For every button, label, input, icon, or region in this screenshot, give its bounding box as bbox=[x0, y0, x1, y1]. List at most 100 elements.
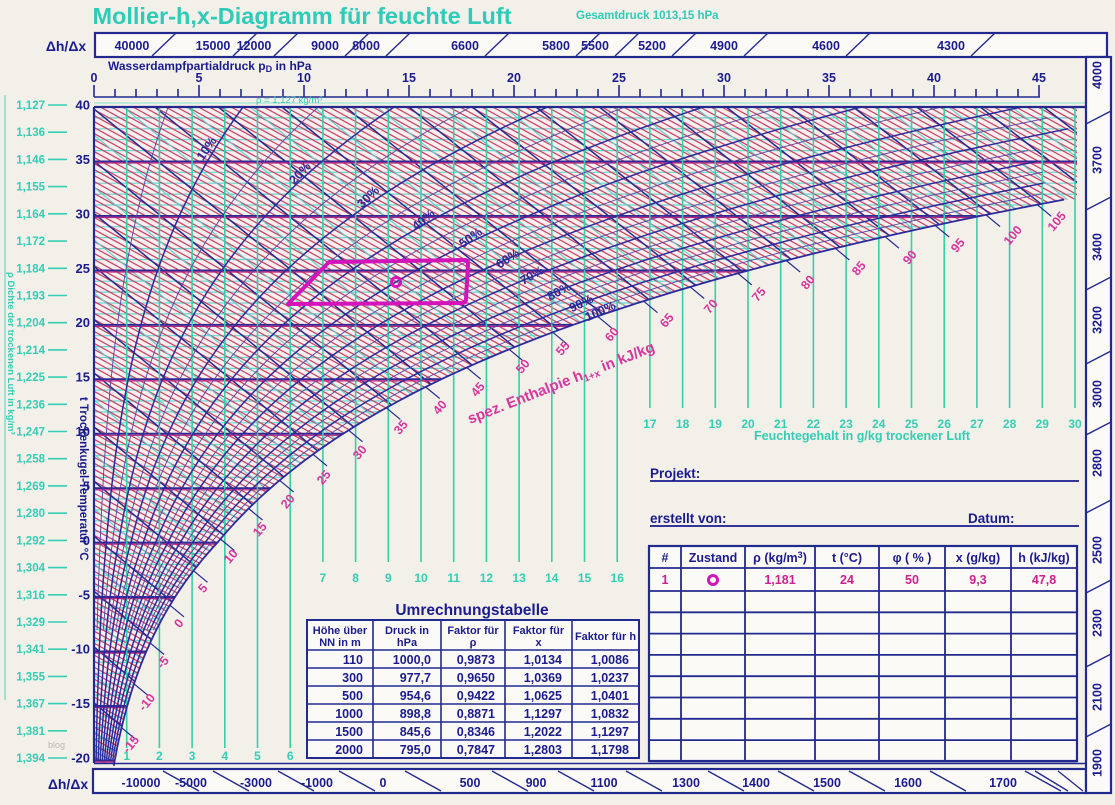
svg-text:1000: 1000 bbox=[335, 707, 363, 721]
svg-text:35: 35 bbox=[822, 71, 836, 85]
svg-text:1,394: 1,394 bbox=[16, 753, 45, 765]
svg-text:1,0401: 1,0401 bbox=[591, 689, 629, 703]
svg-text:1,146: 1,146 bbox=[16, 154, 45, 166]
svg-text:2800: 2800 bbox=[1090, 449, 1104, 477]
svg-text:Mollier-h,x-Diagramm für feuch: Mollier-h,x-Diagramm für feuchte Luft bbox=[92, 3, 511, 29]
svg-text:18: 18 bbox=[676, 417, 690, 431]
svg-text:ρ = 1,127 kg/m³: ρ = 1,127 kg/m³ bbox=[256, 95, 322, 106]
svg-text:898,8: 898,8 bbox=[400, 707, 431, 721]
svg-text:1,329: 1,329 bbox=[16, 617, 45, 629]
svg-text:x: x bbox=[535, 637, 542, 649]
svg-text:110: 110 bbox=[343, 653, 363, 667]
svg-text:977,7: 977,7 bbox=[400, 671, 431, 685]
svg-text:1,269: 1,269 bbox=[16, 481, 45, 493]
svg-text:3400: 3400 bbox=[1090, 233, 1104, 261]
svg-text:1,258: 1,258 bbox=[16, 454, 45, 466]
svg-text:Faktor für: Faktor für bbox=[513, 625, 565, 637]
svg-text:erstellt von:: erstellt von: bbox=[650, 511, 727, 526]
svg-text:1,1297: 1,1297 bbox=[591, 725, 629, 739]
svg-text:1,225: 1,225 bbox=[16, 372, 45, 384]
svg-text:30: 30 bbox=[717, 71, 731, 85]
svg-text:20: 20 bbox=[741, 417, 755, 431]
svg-text:1300: 1300 bbox=[672, 776, 700, 790]
svg-text:t Trockenkugel-Temperatur °C: t Trockenkugel-Temperatur °C bbox=[77, 397, 89, 561]
svg-text:19: 19 bbox=[709, 417, 723, 431]
svg-text:1,280: 1,280 bbox=[16, 508, 45, 520]
svg-text:Wasserdampfpartialdruck pD in: Wasserdampfpartialdruck pD in hPa bbox=[108, 59, 312, 74]
svg-text:8: 8 bbox=[352, 571, 359, 585]
svg-text:3: 3 bbox=[189, 749, 196, 763]
svg-text:795,0: 795,0 bbox=[400, 743, 431, 757]
svg-text:4000: 4000 bbox=[1090, 61, 1104, 89]
svg-text:30: 30 bbox=[1068, 417, 1082, 431]
svg-text:500: 500 bbox=[342, 689, 363, 703]
svg-text:1400: 1400 bbox=[742, 776, 770, 790]
svg-text:-10000: -10000 bbox=[122, 776, 161, 790]
svg-text:1500: 1500 bbox=[335, 725, 363, 739]
svg-text:14: 14 bbox=[545, 571, 559, 585]
svg-text:1,0086: 1,0086 bbox=[591, 653, 629, 667]
svg-text:4900: 4900 bbox=[710, 39, 738, 53]
svg-text:-3000: -3000 bbox=[240, 776, 272, 790]
svg-text:40000: 40000 bbox=[115, 39, 150, 53]
svg-text:blog: blog bbox=[48, 740, 65, 750]
svg-text:0,7847: 0,7847 bbox=[457, 743, 495, 757]
svg-text:Δh/Δx: Δh/Δx bbox=[46, 38, 87, 54]
svg-text:1,127: 1,127 bbox=[16, 100, 45, 112]
svg-text:4600: 4600 bbox=[812, 39, 840, 53]
svg-text:0,9873: 0,9873 bbox=[457, 653, 495, 667]
svg-text:1,2803: 1,2803 bbox=[524, 743, 562, 757]
svg-text:25: 25 bbox=[612, 71, 626, 85]
svg-text:15: 15 bbox=[578, 571, 592, 585]
svg-text:Δh/Δx: Δh/Δx bbox=[48, 776, 89, 792]
svg-text:0: 0 bbox=[380, 776, 387, 790]
svg-text:1,0832: 1,0832 bbox=[591, 707, 629, 721]
svg-text:26: 26 bbox=[938, 417, 952, 431]
svg-text:40: 40 bbox=[927, 71, 941, 85]
svg-text:23: 23 bbox=[839, 417, 853, 431]
svg-text:35: 35 bbox=[76, 152, 90, 167]
svg-text:Faktor für h: Faktor für h bbox=[575, 631, 636, 643]
svg-text:15: 15 bbox=[402, 71, 416, 85]
svg-text:Feuchtegehalt in g/kg trockene: Feuchtegehalt in g/kg trockener Luft bbox=[754, 429, 971, 443]
svg-text:11: 11 bbox=[447, 571, 460, 585]
svg-text:t (°C): t (°C) bbox=[832, 551, 862, 565]
svg-text:1,0369: 1,0369 bbox=[524, 671, 562, 685]
svg-text:5500: 5500 bbox=[581, 39, 609, 53]
svg-text:21: 21 bbox=[774, 417, 788, 431]
svg-text:1: 1 bbox=[662, 573, 669, 587]
svg-text:30: 30 bbox=[76, 206, 90, 221]
svg-text:1000,0: 1000,0 bbox=[393, 653, 431, 667]
svg-text:Faktor für: Faktor für bbox=[447, 625, 499, 637]
svg-text:1,367: 1,367 bbox=[16, 699, 45, 711]
svg-text:-20: -20 bbox=[71, 751, 90, 766]
svg-text:1,236: 1,236 bbox=[16, 399, 45, 411]
svg-text:1,355: 1,355 bbox=[16, 671, 45, 683]
svg-text:15: 15 bbox=[76, 370, 90, 385]
svg-text:9,3: 9,3 bbox=[969, 573, 986, 587]
svg-text:1,214: 1,214 bbox=[16, 345, 45, 357]
svg-text:12: 12 bbox=[480, 571, 494, 585]
svg-text:22: 22 bbox=[807, 417, 821, 431]
svg-text:1,2022: 1,2022 bbox=[524, 725, 562, 739]
svg-text:0: 0 bbox=[91, 71, 98, 85]
svg-text:-5000: -5000 bbox=[175, 776, 207, 790]
svg-text:1,164: 1,164 bbox=[16, 209, 45, 221]
svg-text:1700: 1700 bbox=[989, 776, 1017, 790]
svg-text:1,181: 1,181 bbox=[764, 573, 795, 587]
svg-text:50: 50 bbox=[905, 573, 919, 587]
svg-text:4: 4 bbox=[221, 749, 228, 763]
svg-text:ρ (kg/m3): ρ (kg/m3) bbox=[753, 550, 807, 565]
svg-text:7: 7 bbox=[320, 571, 327, 585]
svg-text:1600: 1600 bbox=[894, 776, 922, 790]
svg-text:17: 17 bbox=[643, 417, 657, 431]
svg-text:1,1297: 1,1297 bbox=[524, 707, 562, 721]
svg-text:1,381: 1,381 bbox=[16, 726, 45, 738]
svg-text:45: 45 bbox=[1032, 71, 1046, 85]
svg-text:1,136: 1,136 bbox=[16, 127, 45, 139]
svg-text:-1000: -1000 bbox=[301, 776, 333, 790]
svg-text:15000: 15000 bbox=[196, 39, 231, 53]
svg-text:10: 10 bbox=[414, 571, 428, 585]
svg-text:Zustand: Zustand bbox=[689, 551, 738, 565]
svg-text:ρ Dichte der trockenen Luft i: ρ Dichte der trockenen Luft in kg/m³ bbox=[5, 272, 16, 435]
